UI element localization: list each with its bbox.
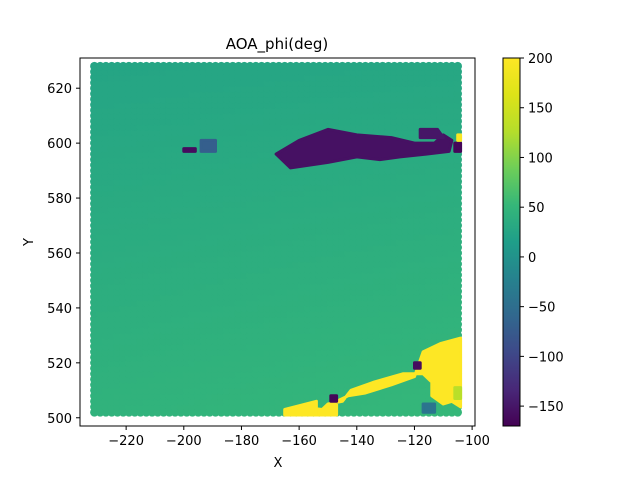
value-region bbox=[418, 127, 445, 140]
value-regions bbox=[182, 127, 463, 417]
x-tick-label: −180 bbox=[224, 434, 260, 449]
x-tick-label: −160 bbox=[281, 434, 317, 449]
value-region bbox=[456, 133, 463, 142]
value-region bbox=[286, 336, 463, 417]
x-axis-label: X bbox=[274, 456, 283, 471]
plot-area bbox=[90, 61, 463, 417]
chart-title: AOA_phi(deg) bbox=[226, 35, 328, 54]
hexbin-field bbox=[90, 61, 463, 417]
colorbar-tick-label: 0 bbox=[528, 251, 536, 266]
y-axis: 500 520 540 560 580 600 620 bbox=[47, 82, 80, 427]
value-region bbox=[453, 386, 463, 400]
y-tick-label: 620 bbox=[47, 82, 72, 97]
colorbar-tick-label: −50 bbox=[528, 301, 555, 316]
y-tick-label: 580 bbox=[47, 192, 72, 207]
y-tick-label: 600 bbox=[47, 137, 72, 152]
colorbar-tick-label: 150 bbox=[528, 102, 553, 117]
value-region bbox=[283, 399, 318, 417]
value-region bbox=[329, 394, 339, 403]
plot-frame bbox=[79, 57, 476, 427]
x-tick-label: −140 bbox=[339, 434, 375, 449]
y-axis-label: Y bbox=[22, 238, 37, 247]
value-region bbox=[421, 402, 437, 414]
colorbar-tick-label: 100 bbox=[528, 151, 553, 166]
y-tick-label: 560 bbox=[47, 247, 72, 262]
colorbar-tick-label: 200 bbox=[528, 52, 553, 67]
colorbar-tick-label: −100 bbox=[528, 350, 564, 365]
x-tick-label: −200 bbox=[166, 434, 202, 449]
colorbar-axis: −150 −100 −50 0 50 100 150 200 bbox=[520, 52, 564, 415]
value-region bbox=[182, 147, 197, 153]
hexbin-cell bbox=[453, 61, 463, 71]
y-tick-label: 540 bbox=[47, 302, 72, 317]
colorbar-frame bbox=[502, 57, 521, 427]
value-region bbox=[453, 141, 463, 153]
colorbar-tick-label: 50 bbox=[528, 201, 545, 216]
value-region bbox=[199, 138, 217, 153]
x-tick-label: −100 bbox=[454, 434, 490, 449]
y-tick-label: 520 bbox=[47, 357, 72, 372]
colorbar-tick-label: −150 bbox=[528, 400, 564, 415]
x-tick-label: −220 bbox=[108, 434, 144, 449]
x-axis: −220 −200 −180 −160 −140 −120 −100 bbox=[108, 426, 490, 449]
x-tick-label: −120 bbox=[397, 434, 433, 449]
y-tick-label: 500 bbox=[47, 412, 72, 427]
value-region bbox=[274, 127, 454, 170]
colorbar bbox=[503, 58, 520, 426]
value-region bbox=[413, 361, 422, 370]
